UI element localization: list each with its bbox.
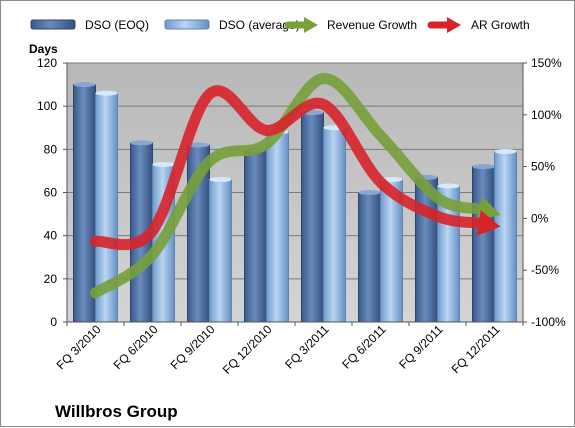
x-tick-label: FQ 9/2011 [396,322,446,372]
y-tick-label: 120 [37,56,57,70]
y2-tick-label: 0% [531,211,549,225]
legend-label-ar-growth: AR Growth [471,18,530,32]
y2-tick-label: 50% [531,160,555,174]
y-tick-label: 100 [37,99,57,113]
bar-cap-dso-average [210,177,232,182]
legend-swatch-dso-average [165,20,209,29]
left-axis-ticks: 0 20 40 60 80 100 120 [37,56,67,329]
bar-cap-dso-eoq [74,82,96,87]
y-tick-label: 60 [44,186,58,200]
x-tick-label: FQ 3/2010 [54,322,104,372]
legend-item-dso-eoq: DSO (EOQ) [31,18,149,32]
y2-tick-label: 100% [531,108,562,122]
bar-dso-eoq [473,167,495,322]
company-name: Willbros Group [55,402,178,421]
x-tick-label: FQ 12/2010 [220,322,275,377]
legend-item-ar-growth: AR Growth [431,17,530,33]
x-tick-label: FQ 9/2010 [168,322,218,372]
bar-dso-average [495,151,517,322]
legend-arrowhead-ar-growth [447,17,461,33]
legend-item-revenue-growth: Revenue Growth [288,17,417,33]
legend-label-revenue-growth: Revenue Growth [327,18,417,32]
legend-label-dso-eoq: DSO (EOQ) [85,18,149,32]
bar-cap-dso-average [438,184,460,189]
bar-cap-dso-eoq [473,164,495,169]
legend-swatch-dso-eoq [31,20,75,29]
bar-dso-eoq [359,193,381,323]
y-tick-label: 80 [44,142,58,156]
bar-cap-dso-average [96,91,118,96]
bar-cap-dso-eoq [131,140,153,145]
bar-dso-eoq [302,113,324,322]
bar-cap-dso-average [495,149,517,154]
y2-tick-label: -50% [531,263,559,277]
x-tick-label: FQ 6/2010 [111,322,161,372]
x-tick-label: FQ 12/2011 [449,322,503,376]
y-axis-title: Days [29,42,58,56]
y-tick-label: 40 [44,229,58,243]
y2-tick-label: 150% [531,56,562,70]
y2-tick-label: -100% [531,315,566,329]
x-tick-label: FQ 6/2011 [339,322,389,372]
y-tick-label: 20 [44,272,58,286]
bar-cap-dso-average [153,162,175,167]
bar-dso-eoq [245,149,267,322]
right-axis-ticks: -100% -50% 0% 50% 100% 150% [523,56,566,329]
bar-dso-average [210,180,232,322]
legend-arrowhead-revenue-growth [304,17,318,33]
bar-dso-average [267,132,289,322]
bar-cap-dso-eoq [359,190,381,195]
x-tick-label: FQ 3/2011 [282,322,332,372]
y-tick-label: 0 [50,315,57,329]
bar-dso-eoq [74,85,96,322]
bar-dso-average [324,128,346,322]
legend: DSO (EOQ) DSO (average) Revenue Growth A… [31,17,530,33]
legend-item-dso-average: DSO (average) [165,18,300,32]
